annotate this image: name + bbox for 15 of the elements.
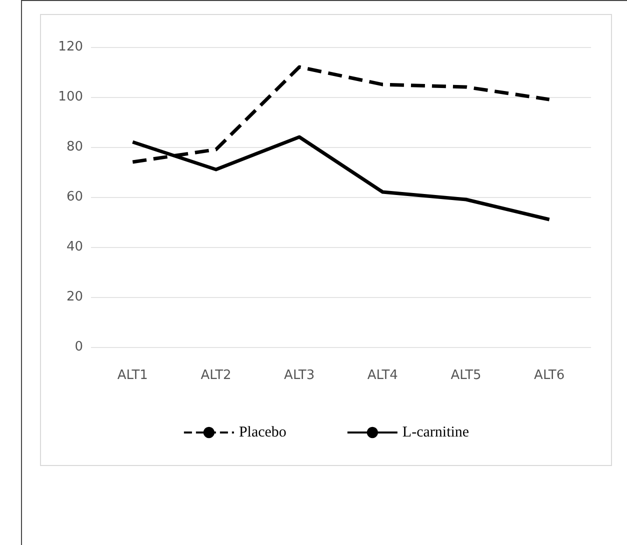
- x-tick-label: ALT5: [450, 368, 482, 383]
- y-tick-label: 120: [58, 40, 83, 54]
- y-tick-label: 60: [66, 190, 83, 204]
- legend-label: Placebo: [238, 424, 286, 440]
- x-tick-label: ALT3: [284, 368, 315, 383]
- y-tick-label: 80: [66, 140, 83, 154]
- y-tick-label: 40: [66, 240, 83, 254]
- y-tick-label: 20: [66, 290, 83, 304]
- x-tick-label: ALT4: [367, 368, 398, 383]
- x-tick-label: ALT2: [200, 368, 232, 383]
- x-tick-label: ALT6: [534, 368, 565, 383]
- legend-label: L-carnitine: [402, 424, 470, 440]
- y-tick-label: 100: [58, 90, 83, 104]
- y-tick-label: 0: [74, 340, 83, 354]
- x-tick-label: ALT1: [117, 368, 148, 383]
